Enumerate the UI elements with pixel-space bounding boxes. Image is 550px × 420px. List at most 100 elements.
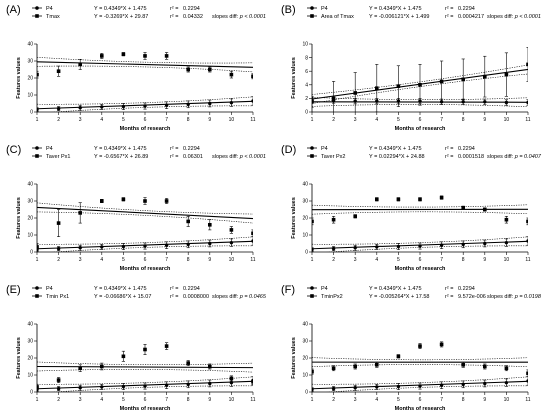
data-point-square: [100, 364, 104, 369]
data-point-square: [100, 54, 104, 58]
legend-equation: Y = 0.4349*X + 1.475: [369, 286, 422, 292]
x-axis-label: Months of research: [120, 266, 171, 272]
legend-marker-circle: [35, 146, 39, 150]
confidence-band-lower: [37, 211, 253, 224]
legend-name: P4: [321, 146, 328, 152]
data-point-circle: [164, 383, 169, 387]
data-point-circle: [186, 382, 190, 387]
slopes-diff: slopes diff: p < 0.0001: [487, 14, 541, 20]
x-tick-label: 5: [122, 257, 125, 263]
data-point-circle: [353, 246, 357, 250]
data-point-square: [461, 206, 465, 210]
data-point-circle: [439, 243, 444, 247]
confidence-band-upper: [312, 204, 528, 208]
data-point-square: [121, 354, 126, 359]
data-point-circle: [164, 103, 169, 107]
x-tick-label: 3: [354, 117, 357, 123]
x-axis-label: Months of research: [120, 406, 171, 412]
data-point-circle: [526, 239, 528, 243]
x-tick-label: 11: [250, 117, 255, 123]
data-point-circle: [121, 244, 126, 249]
data-point-square: [461, 363, 465, 367]
data-point-circle: [100, 385, 104, 389]
data-point-square: [186, 219, 190, 224]
x-tick-label: 2: [57, 397, 60, 403]
data-point-square: [375, 197, 379, 202]
data-point-square: [353, 214, 357, 219]
data-point-square: [331, 366, 336, 370]
x-tick-label: 10: [229, 257, 235, 263]
legend-equation: Y = -0.006121*X + 1.499: [369, 14, 429, 20]
data-point-circle: [353, 386, 357, 390]
x-tick-label: 9: [208, 257, 211, 263]
legend-name: Taver Px1: [46, 154, 70, 160]
y-tick-label: 40: [27, 322, 33, 328]
y-tick-label: 20: [302, 216, 308, 222]
data-point-square: [418, 344, 422, 348]
y-tick-label: 20: [27, 76, 33, 82]
slopes-diff: slopes diff: p = 0.0465: [212, 294, 267, 300]
x-tick-label: 6: [144, 257, 147, 263]
panel-label: (B): [281, 4, 296, 16]
y-tick-label: 20: [27, 216, 33, 222]
data-point-circle: [186, 242, 190, 247]
legend-r2-label: r² =: [445, 6, 453, 12]
legend-marker-circle: [35, 6, 39, 10]
confidence-band-upper: [312, 376, 528, 385]
data-point-square: [164, 199, 169, 203]
legend-r2-value: 0.2294: [183, 146, 200, 152]
data-point-square: [229, 72, 234, 77]
data-point-square: [375, 86, 379, 90]
legend-marker-square: [310, 14, 314, 18]
data-point-square: [121, 52, 126, 56]
y-tick-label: 40: [27, 42, 33, 48]
y-tick-label: 30: [27, 199, 33, 205]
x-tick-label: 9: [208, 117, 211, 123]
x-tick-label: 10: [504, 397, 510, 403]
legend-equation: Y = 0.02294*X + 24.88: [369, 154, 425, 160]
data-point-circle: [504, 380, 509, 385]
x-tick-label: 8: [462, 397, 465, 403]
data-point-square: [331, 217, 336, 222]
x-tick-label: 1: [36, 257, 39, 263]
data-point-square: [353, 91, 357, 95]
data-point-circle: [143, 384, 147, 388]
data-point-square: [353, 364, 357, 369]
legend-r2-value: 0.2294: [458, 6, 475, 12]
data-point-circle: [229, 240, 234, 245]
data-point-circle: [208, 241, 212, 246]
legend-r2-value: 0.06301: [183, 154, 203, 160]
data-point-circle: [208, 381, 212, 386]
legend-name: P4: [321, 6, 328, 12]
legend-r2-label: r² =: [445, 294, 453, 300]
legend-r2-value: 0.0001518: [458, 154, 484, 160]
panel-label: (E): [6, 284, 21, 296]
data-point-circle: [418, 384, 422, 388]
x-tick-label: 11: [525, 257, 530, 263]
y-tick-label: 10: [27, 373, 33, 379]
x-tick-label: 4: [375, 117, 378, 123]
legend-marker-circle: [310, 146, 314, 150]
data-point-square: [312, 100, 314, 104]
data-point-square: [461, 77, 465, 82]
data-point-square: [396, 197, 401, 202]
data-point-square: [483, 207, 487, 212]
y-tick-label: 20: [302, 356, 308, 362]
legend-name: Taver Px2: [321, 154, 345, 160]
data-point-square: [396, 84, 401, 88]
data-point-square: [143, 54, 147, 58]
legend-r2-label: r² =: [445, 146, 453, 152]
data-point-circle: [143, 104, 147, 108]
plot-area: [312, 47, 528, 112]
panel-label: (C): [6, 144, 21, 156]
x-tick-label: 3: [354, 257, 357, 263]
data-point-circle: [164, 243, 169, 247]
x-tick-label: 8: [187, 397, 190, 403]
data-point-square: [208, 223, 212, 227]
confidence-band-lower: [312, 364, 528, 368]
confidence-band-upper: [37, 202, 253, 215]
x-tick-label: 1: [36, 117, 39, 123]
data-point-square: [56, 69, 61, 73]
panel-1: (A) P4 Y = 0.4349*X + 1.475 r² = 0.2294 Tmax Y…: [6, 4, 266, 132]
